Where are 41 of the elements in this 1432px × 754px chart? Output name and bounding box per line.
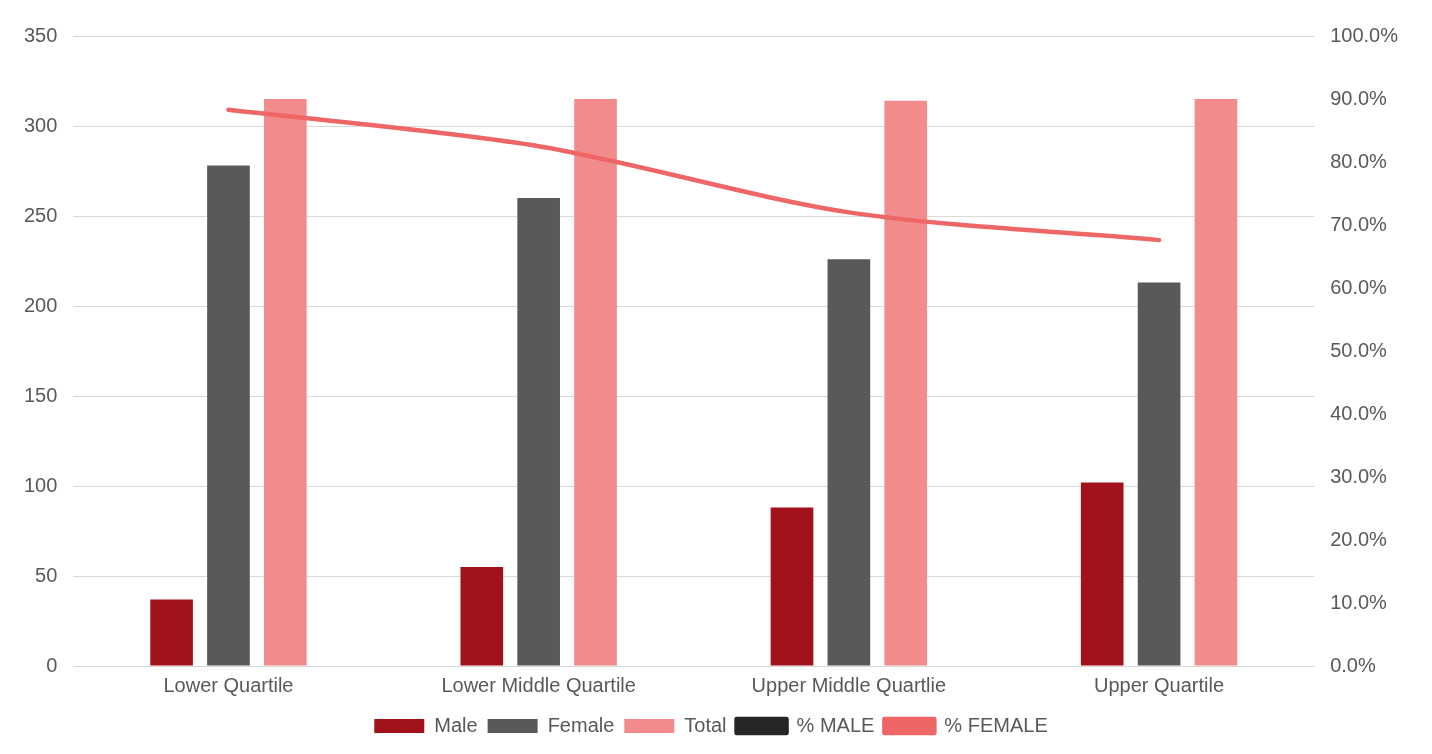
y-tick-label: 50 bbox=[35, 563, 58, 586]
y2-tick-label: 40.0% bbox=[1330, 401, 1388, 424]
y-tick-label: 250 bbox=[23, 203, 58, 226]
y2-tick-label: 70.0% bbox=[1330, 212, 1388, 235]
bar bbox=[1137, 282, 1181, 666]
legend-label: % FEMALE bbox=[944, 713, 1048, 736]
x-tick-label: Lower Quartile bbox=[163, 673, 294, 696]
y-tick-label: 200 bbox=[23, 293, 58, 316]
y-tick-label: 100 bbox=[23, 473, 58, 496]
bar bbox=[1080, 482, 1124, 666]
y-tick-label: 300 bbox=[23, 113, 58, 136]
y2-tick-label: 30.0% bbox=[1330, 464, 1388, 487]
y2-tick-label: 60.0% bbox=[1330, 275, 1388, 298]
legend-label: Male bbox=[434, 713, 478, 736]
y2-tick-label: 10.0% bbox=[1330, 590, 1388, 613]
legend-label: Female bbox=[547, 713, 615, 736]
bar bbox=[517, 198, 560, 666]
y2-tick-label: 50.0% bbox=[1330, 338, 1388, 361]
bar bbox=[884, 100, 928, 666]
bar bbox=[1194, 99, 1238, 666]
bar bbox=[207, 165, 250, 666]
y2-tick-label: 90.0% bbox=[1330, 86, 1388, 109]
y-tick-label: 0 bbox=[46, 653, 58, 676]
y2-tick-label: 0.0% bbox=[1330, 653, 1376, 676]
legend-label: % MALE bbox=[796, 713, 875, 736]
bar bbox=[827, 259, 871, 666]
y-tick-label: 150 bbox=[23, 383, 58, 406]
y-tick-label: 350 bbox=[23, 23, 58, 46]
x-tick-label: Lower Middle Quartile bbox=[441, 673, 636, 696]
x-tick-label: Upper Middle Quartlie bbox=[751, 673, 947, 696]
x-tick-label: Upper Quartile bbox=[1094, 673, 1225, 696]
line-series bbox=[226, 107, 1162, 243]
bar bbox=[460, 567, 504, 666]
bar bbox=[150, 599, 193, 666]
bar bbox=[264, 99, 307, 666]
bar bbox=[574, 99, 617, 666]
y2-tick-label: 80.0% bbox=[1330, 149, 1388, 172]
y2-tick-label: 20.0% bbox=[1330, 527, 1388, 550]
y2-tick-label: 100.0% bbox=[1330, 23, 1399, 46]
bar bbox=[770, 507, 814, 666]
legend-label: Total bbox=[684, 713, 727, 736]
